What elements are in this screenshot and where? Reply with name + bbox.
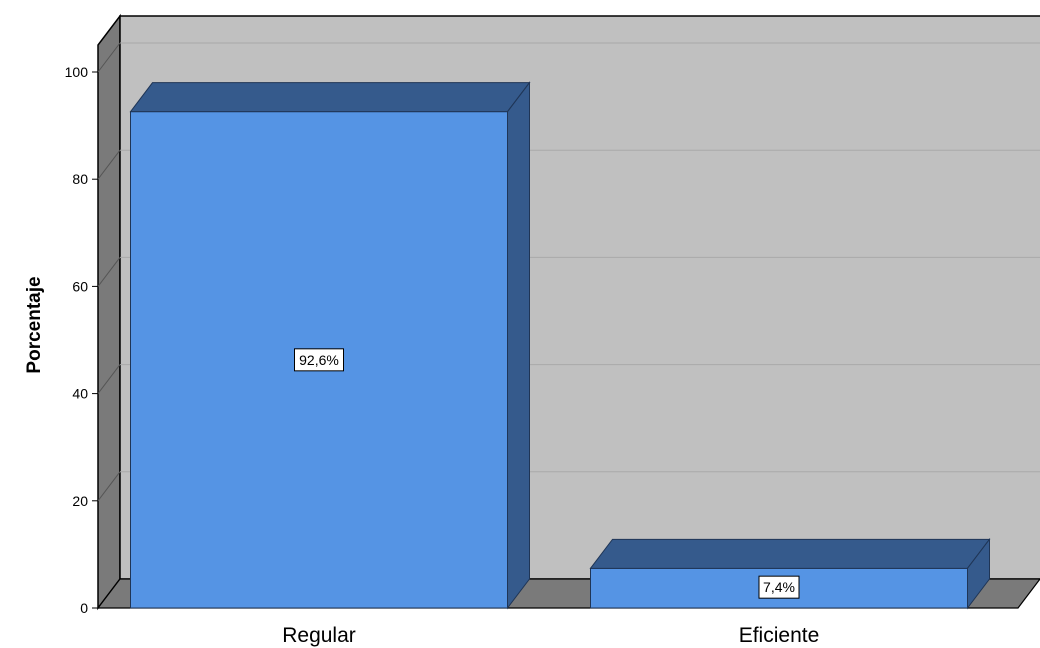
bar-side bbox=[967, 537, 990, 610]
data-label-box bbox=[294, 348, 344, 372]
y-tick-label: 20 bbox=[72, 493, 88, 509]
gridline-side bbox=[97, 364, 121, 394]
bar-top bbox=[129, 82, 531, 113]
gridline-side bbox=[97, 149, 121, 180]
x-tick-label: Regular bbox=[282, 624, 356, 647]
gridline-side bbox=[97, 257, 121, 287]
gridline-side bbox=[97, 471, 121, 502]
y-tick-label: 0 bbox=[80, 600, 88, 616]
y-tick-label: 100 bbox=[65, 64, 89, 80]
y-axis: 0 20 40 60 80 100 bbox=[65, 64, 98, 616]
y-axis-label: Porcentaje bbox=[24, 276, 45, 373]
y-tick-label: 60 bbox=[72, 278, 88, 294]
y-tick-label: 40 bbox=[72, 386, 88, 402]
gridline-side bbox=[97, 42, 121, 73]
data-label: 92,6% bbox=[299, 352, 339, 368]
bars: 92,6% 7,4% bbox=[129, 81, 991, 610]
bar-side bbox=[507, 81, 530, 610]
x-axis: Regular Eficiente bbox=[282, 624, 819, 647]
data-label: 7,4% bbox=[763, 579, 795, 595]
x-tick-label: Eficiente bbox=[739, 624, 820, 647]
y-tick-label: 80 bbox=[72, 171, 88, 187]
bar-top bbox=[589, 538, 991, 569]
data-label-box bbox=[758, 575, 800, 599]
side-wall bbox=[97, 13, 121, 611]
